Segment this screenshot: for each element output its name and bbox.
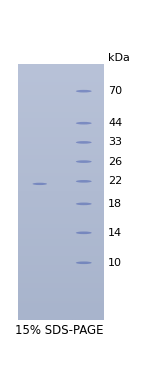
Ellipse shape	[71, 230, 97, 235]
Text: 70: 70	[108, 86, 122, 96]
Ellipse shape	[76, 231, 92, 234]
Ellipse shape	[71, 88, 97, 94]
Ellipse shape	[71, 260, 97, 265]
Ellipse shape	[76, 122, 92, 124]
Ellipse shape	[76, 203, 92, 205]
Text: kDa: kDa	[108, 53, 130, 63]
Text: 15% SDS-PAGE: 15% SDS-PAGE	[15, 324, 104, 336]
Ellipse shape	[71, 121, 97, 126]
Ellipse shape	[33, 183, 47, 185]
Text: 44: 44	[108, 118, 122, 128]
Text: 26: 26	[108, 156, 122, 167]
Ellipse shape	[76, 262, 92, 264]
Ellipse shape	[76, 90, 92, 93]
Text: 22: 22	[108, 176, 122, 186]
Text: 33: 33	[108, 137, 122, 147]
Ellipse shape	[28, 181, 52, 186]
Ellipse shape	[71, 201, 97, 206]
Ellipse shape	[76, 141, 92, 144]
Text: 14: 14	[108, 228, 122, 238]
Ellipse shape	[76, 180, 92, 183]
Text: 18: 18	[108, 199, 122, 209]
Ellipse shape	[76, 160, 92, 163]
Ellipse shape	[71, 159, 97, 164]
Ellipse shape	[71, 179, 97, 184]
Text: 10: 10	[108, 258, 122, 268]
Ellipse shape	[71, 140, 97, 145]
